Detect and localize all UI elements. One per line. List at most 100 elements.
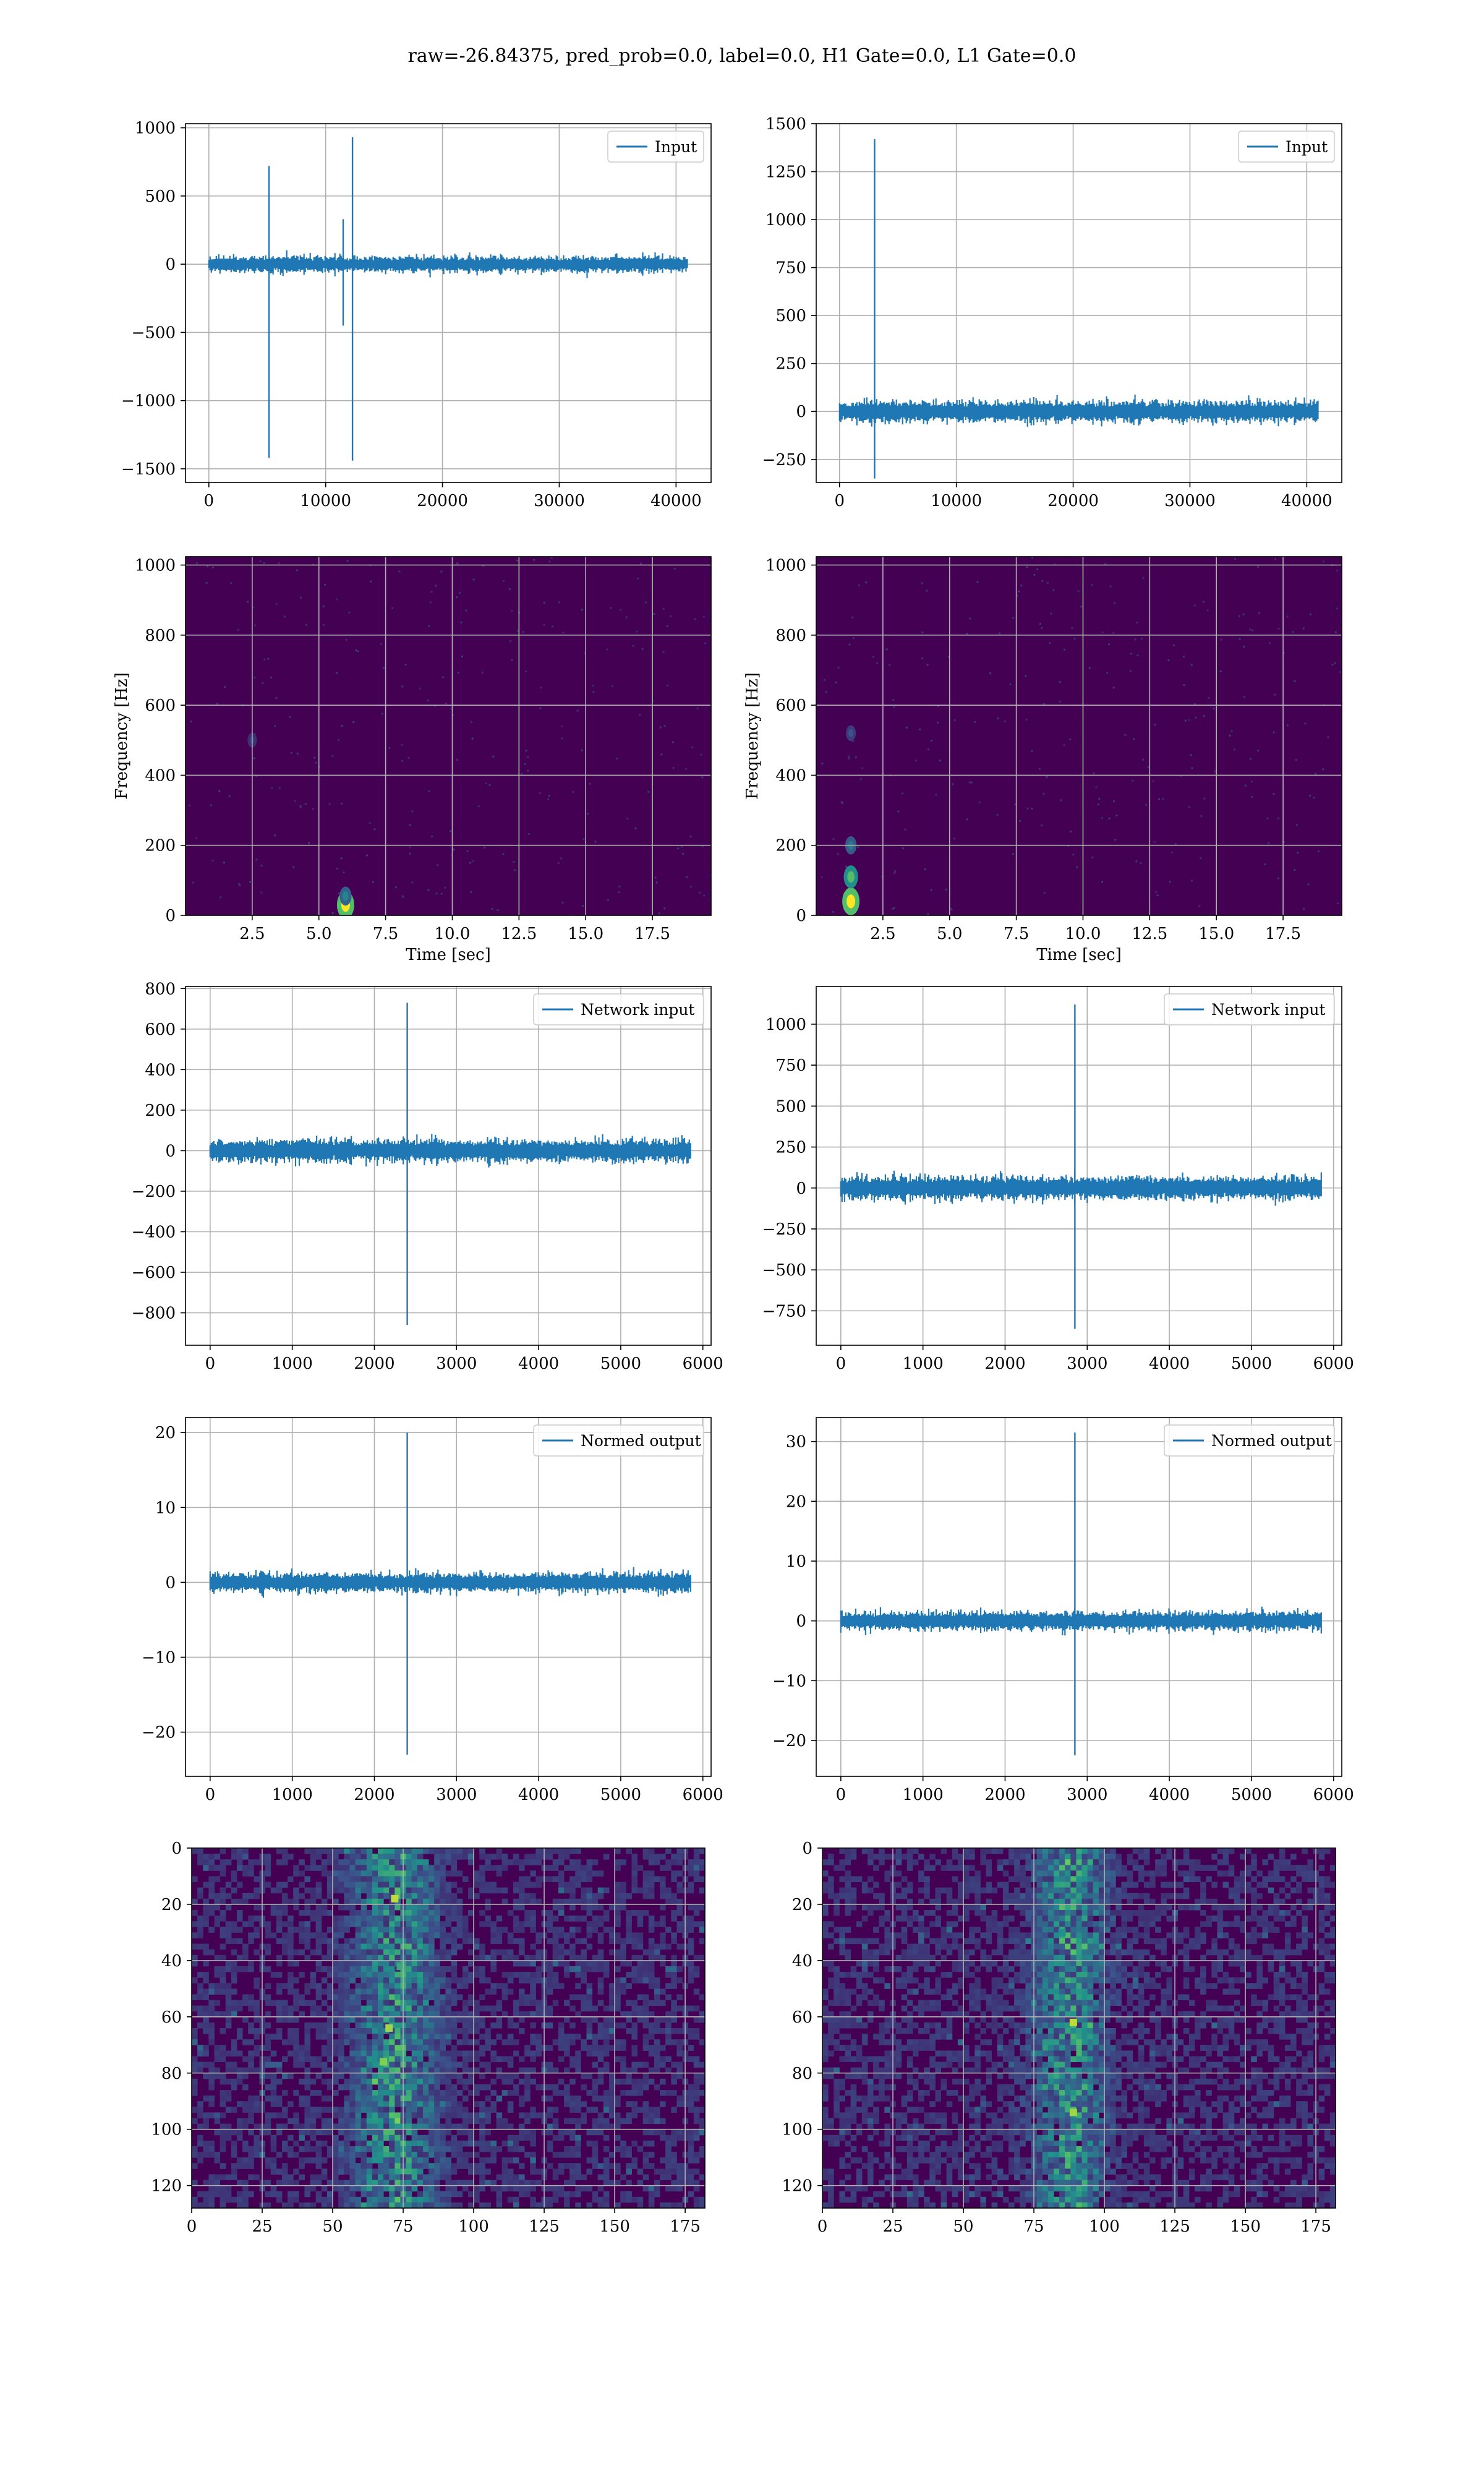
heatmap-cell [530,2185,536,2192]
heatmap-cell [220,2196,226,2203]
heatmap-cell [558,1859,565,1865]
heatmap-cell [665,1972,672,1978]
heatmap-cell [445,2090,452,2096]
heatmap-cell [581,1887,587,1894]
heatmap-cell [467,2134,474,2141]
heatmap-speckle [689,835,692,837]
heatmap-cell [366,2174,373,2181]
heatmap-cell [637,2202,644,2208]
heatmap-cell [507,1954,514,1961]
heatmap-cell [648,2022,655,2029]
heatmap-cell [440,2045,446,2051]
x-tick-label: 3000 [1067,1786,1107,1804]
heatmap-cell [1036,1870,1043,1877]
heatmap-cell [315,1921,322,1927]
heatmap-cell [535,1859,542,1865]
heatmap-cell [665,2016,672,2023]
heatmap-cell [1127,1859,1133,1865]
heatmap-cell [676,2045,683,2051]
heatmap-cell [394,2101,401,2107]
heatmap-cell [1121,1881,1128,1888]
heatmap-cell [552,1904,559,1911]
heatmap-cell [688,2084,694,2091]
heatmap-cell [699,2129,705,2136]
legend-box [607,131,704,163]
heatmap-cell [372,2123,378,2130]
heatmap-cell [530,2000,536,2006]
heatmap-cell [462,2050,469,2057]
heatmap-cell [440,2107,446,2113]
heatmap-cell [192,1876,198,1883]
y-tick-label: 0 [171,1839,182,1858]
heatmap-cell [637,1938,644,1945]
heatmap-cell [513,2090,519,2096]
heatmap-cell [569,2034,576,2040]
heatmap-cell [1008,1848,1015,1854]
heatmap-cell [394,1988,401,1995]
heatmap-cell [315,2157,322,2164]
heatmap-cell [310,1983,317,1989]
heatmap-cell [620,2022,626,2029]
heatmap-cell [440,2129,446,2136]
heatmap-cell [1065,1859,1071,1865]
heatmap-cell [952,1854,958,1860]
heatmap-cell [440,2157,446,2164]
heatmap-cell [592,2196,599,2203]
heatmap-cell [648,2112,655,2118]
heatmap-cell [496,2202,503,2208]
heatmap-cell [1217,1859,1224,1865]
heatmap-cell [637,1960,644,1967]
heatmap-cell [406,1848,412,1854]
heatmap-cell [389,1938,395,1945]
heatmap-speckle [1112,687,1115,689]
heatmap-cell [377,2112,384,2118]
heatmap-cell [676,1887,683,1894]
heatmap-cell [366,2045,373,2051]
heatmap-cell [310,2180,317,2186]
heatmap-speckle [1080,606,1083,608]
heatmap-cell [552,2039,559,2045]
heatmap-cell [333,1943,339,1950]
heatmap-cell [608,2005,615,2012]
heatmap-cell [524,1881,531,1888]
heatmap-cell [231,2146,237,2152]
heatmap-cell [642,2039,649,2045]
heatmap-cell [333,1870,339,1877]
heatmap-cell [225,2061,232,2068]
heatmap-cell [507,2168,514,2175]
heatmap-cell [192,1910,198,1916]
heatmap-cell [535,2045,542,2051]
heatmap-cell [660,1904,666,1911]
heatmap-speckle [341,725,343,727]
heatmap-cell [355,1876,362,1883]
heatmap-cell [642,2152,649,2158]
heatmap-cell [417,2174,424,2181]
heatmap-cell [299,2061,305,2068]
heatmap-cell [220,1983,226,1989]
heatmap-cell [445,2107,452,2113]
heatmap-speckle [290,751,292,754]
heatmap-cell [366,1938,373,1945]
heatmap-cell [1262,1876,1269,1883]
heatmap-cell [581,2039,587,2045]
heatmap-cell [360,2152,367,2158]
heatmap-cell [242,2140,249,2147]
heatmap-cell [445,2011,452,2018]
heatmap-cell [963,1876,970,1883]
heatmap-cell [406,2039,412,2045]
heatmap-cell [281,2090,288,2096]
heatmap-cell [225,1994,232,2001]
heatmap-cell [372,1927,378,1933]
heatmap-speckle [1339,670,1341,673]
heatmap-cell [366,2123,373,2130]
heatmap-cell [236,2050,243,2057]
heatmap-cell [236,1915,243,1922]
heatmap-cell [456,2073,463,2079]
heatmap-cell [389,1983,395,1989]
heatmap-cell [434,1854,440,1860]
heatmap-cell [310,2157,317,2164]
heatmap-cell [648,1966,655,1972]
heatmap-cell [389,1910,395,1916]
heatmap-cell [654,2129,660,2136]
